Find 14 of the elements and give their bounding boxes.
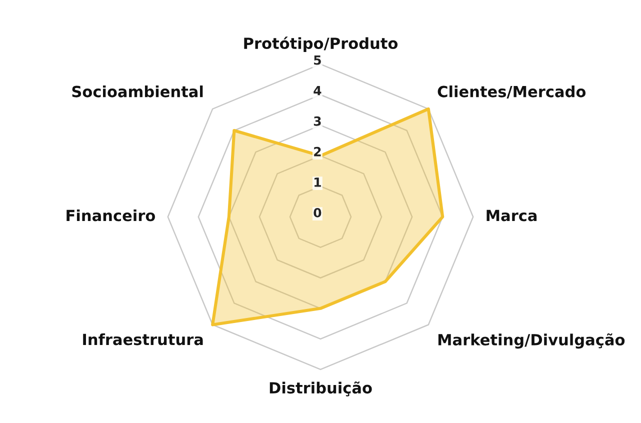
y-tick-label: 3 (314, 116, 321, 126)
spoke-label: Distribuição (270, 381, 372, 396)
spoke-label: Clientes/Mercado (438, 86, 586, 99)
spoke-label: Marketing/Divulgação (438, 333, 625, 349)
y-tick-label: 1 (314, 178, 321, 187)
spoke-label: Infraestrutura (83, 333, 203, 346)
y-tick-label: 0 (314, 208, 322, 218)
spoke-label: Financeiro (66, 209, 156, 222)
spoke-label: Socioambiental (72, 86, 203, 98)
spoke-label: Protótipo/Produto (244, 36, 398, 52)
y-tick-label: 4 (314, 86, 322, 96)
y-tick-label: 2 (314, 146, 321, 156)
spoke-label: Marca (486, 210, 537, 222)
y-tick-label: 5 (314, 56, 321, 65)
